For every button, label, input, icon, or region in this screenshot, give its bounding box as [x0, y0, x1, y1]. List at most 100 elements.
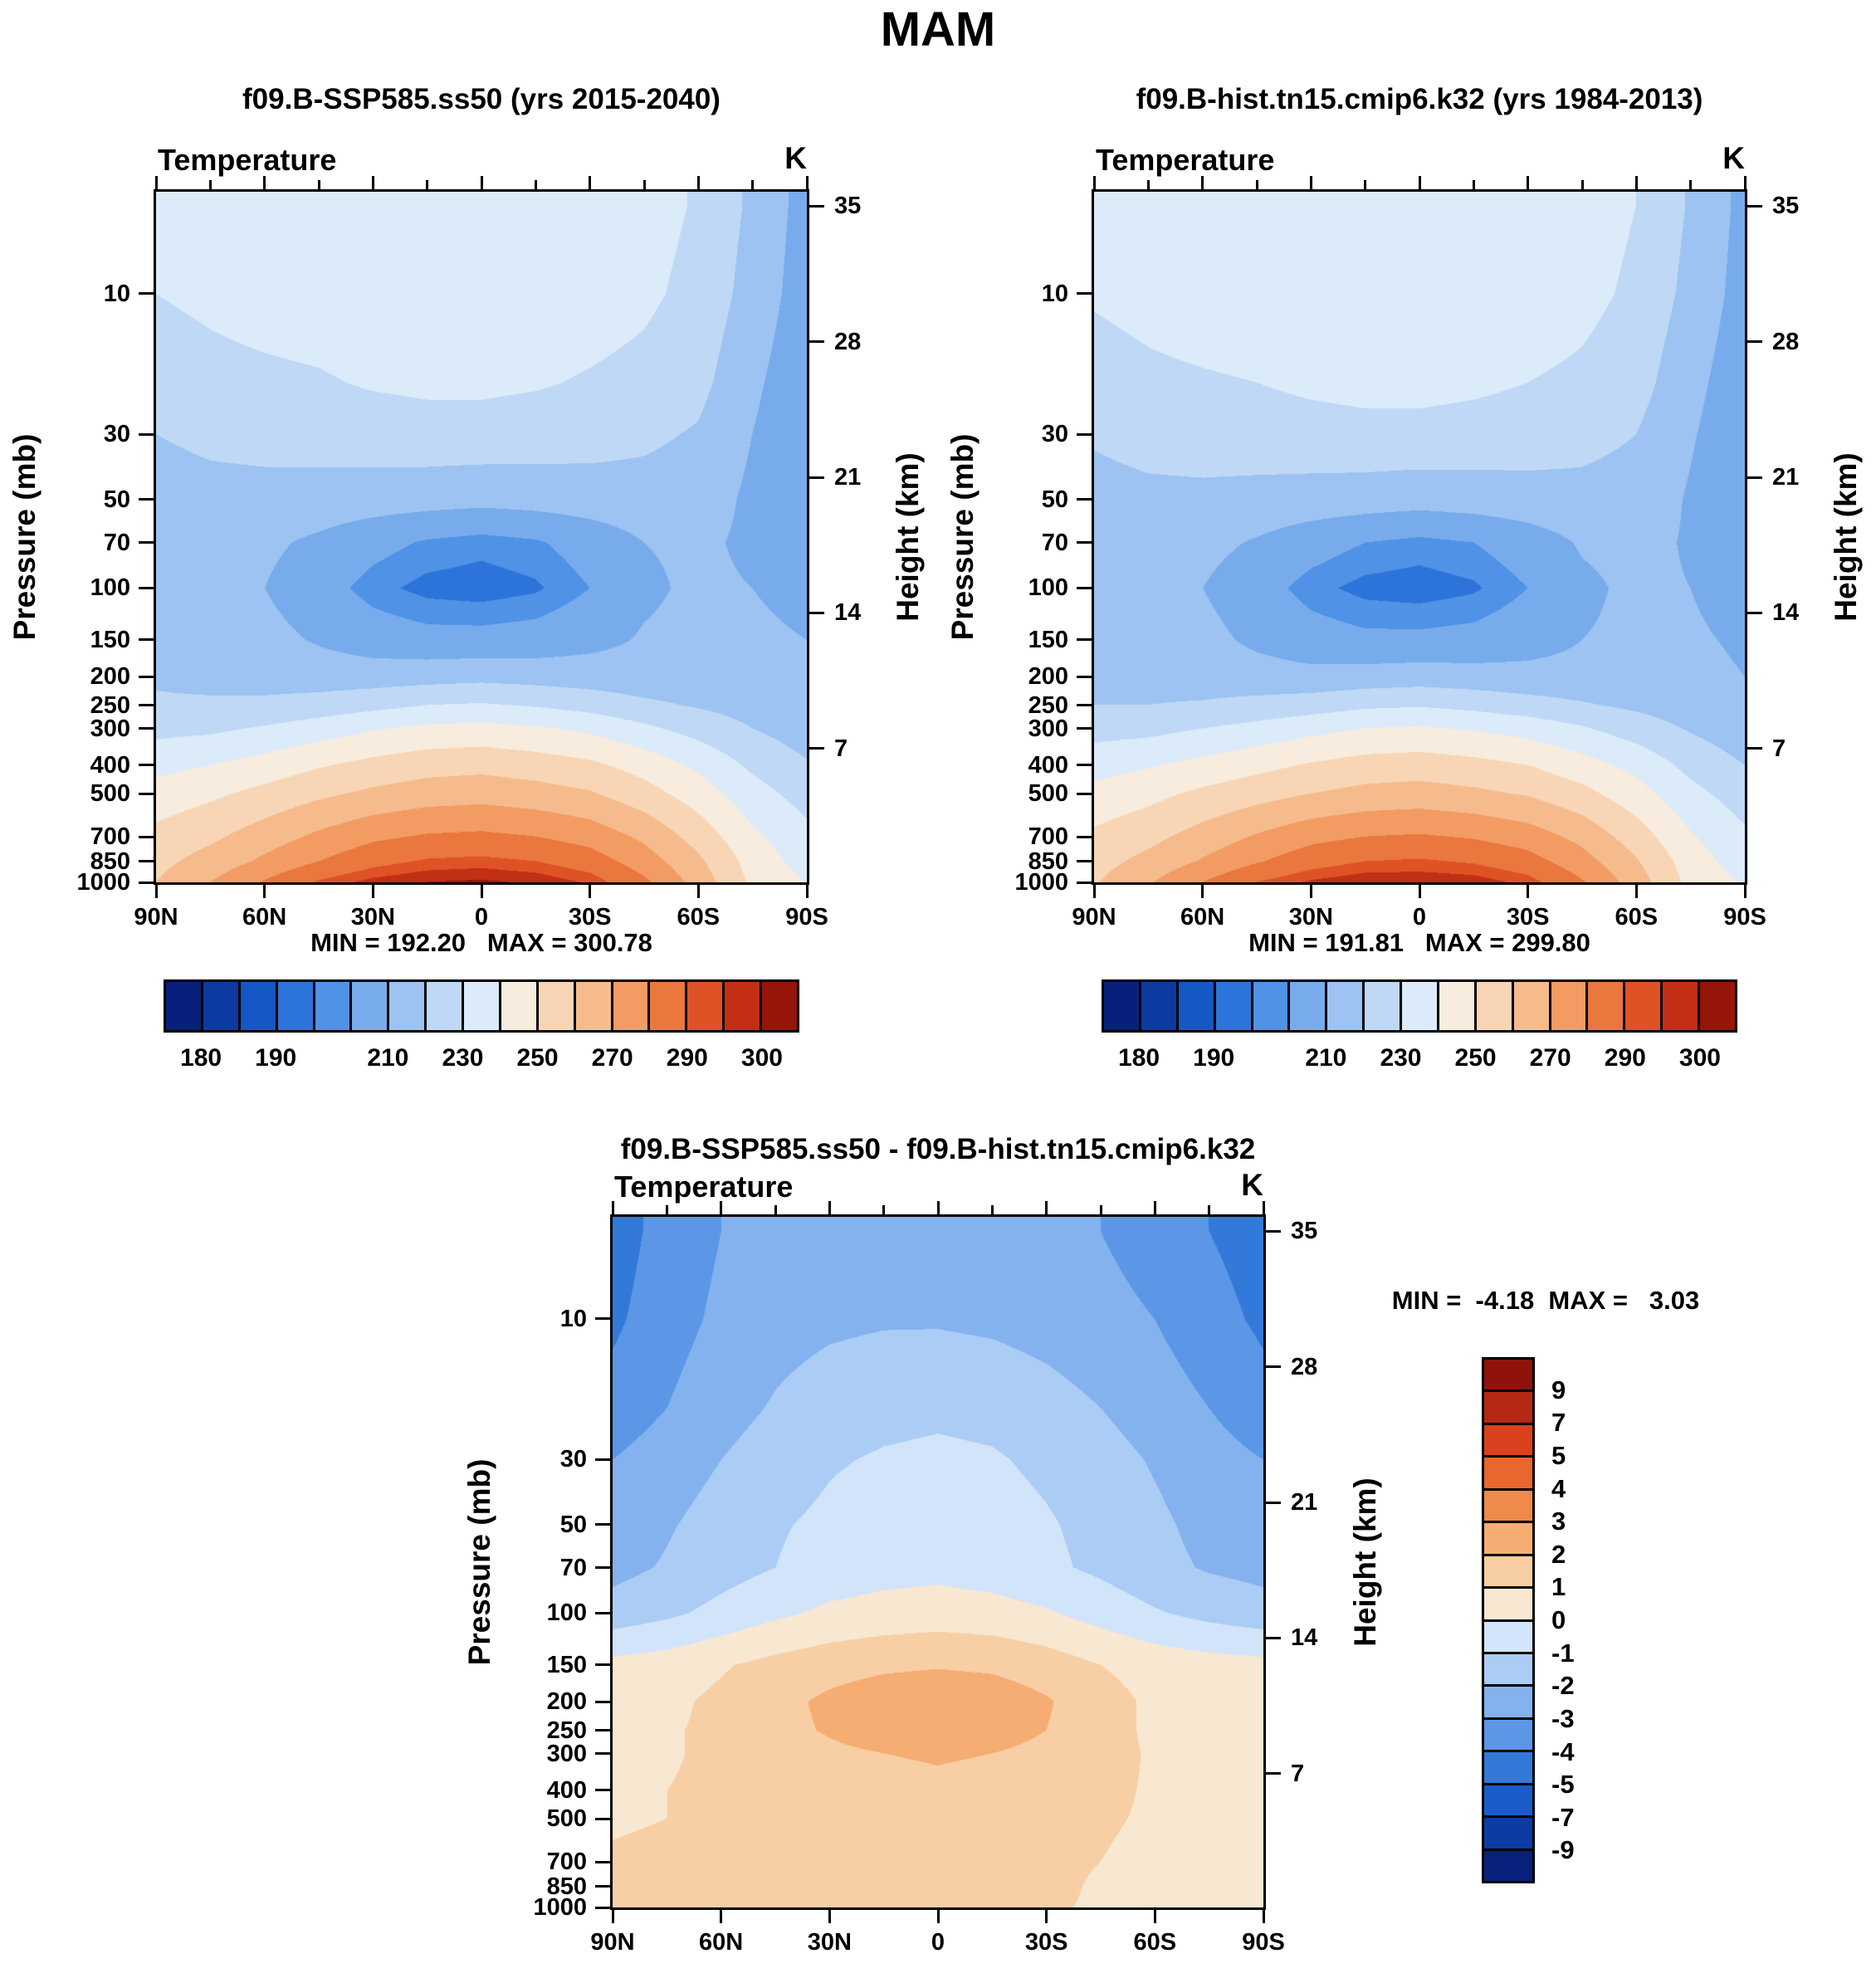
- colorbar-cell: [1365, 982, 1402, 1030]
- latitude-tick-mark: [1309, 176, 1312, 189]
- colorbar-cell: [1141, 982, 1179, 1030]
- pressure-tick-mark: [1077, 675, 1092, 678]
- latitude-tick-mark: [154, 176, 158, 189]
- colorbar-tick-label: 180: [1118, 1044, 1160, 1072]
- difference-contour-canvas: [613, 1217, 1263, 1907]
- colorbar-cell: [650, 982, 688, 1030]
- latitude-tick-mark: [1418, 885, 1421, 898]
- temperature-contour-canvas: [156, 192, 807, 882]
- latitude-tick-mark: [936, 1201, 940, 1214]
- height-tick-label: 28: [834, 328, 862, 355]
- pressure-tick-label: 400: [1028, 751, 1068, 779]
- pressure-tick-mark: [139, 764, 154, 767]
- contour-plot: [1092, 189, 1747, 885]
- latitude-tick-mark: [1634, 176, 1638, 189]
- colorbar-cell: [1327, 982, 1365, 1030]
- latitude-tick-mark: [1527, 176, 1530, 189]
- latitude-tick-mark: [720, 1201, 723, 1214]
- colorbar-tick-label: 250: [516, 1044, 559, 1072]
- latitude-minor-tick-mark: [534, 180, 537, 189]
- colorbar-tick-label: -2: [1551, 1671, 1575, 1701]
- height-tick-label: 21: [834, 464, 862, 491]
- latitude-tick-mark: [611, 1910, 614, 1923]
- pressure-tick-label: 1000: [76, 869, 130, 896]
- pressure-tick-mark: [1077, 638, 1092, 642]
- pressure-tick-label: 100: [1028, 574, 1068, 602]
- pressure-tick-label: 300: [1028, 715, 1068, 742]
- colorbar-tick-label: 230: [442, 1044, 484, 1072]
- colorbar: [164, 979, 799, 1033]
- panel-title: f09.B-hist.tn15.cmip6.k32 (yrs 1984-2013…: [1136, 83, 1703, 115]
- height-tick-label: 14: [834, 599, 862, 627]
- latitude-tick-label: 30N: [1288, 904, 1333, 930]
- height-tick-mark: [1266, 1229, 1281, 1233]
- panel-historical: f09.B-hist.tn15.cmip6.k32 (yrs 1984-2013…: [938, 65, 1876, 1116]
- pressure-tick-mark: [1077, 432, 1092, 436]
- latitude-tick-mark: [1743, 176, 1747, 189]
- pressure-tick-mark: [595, 1906, 610, 1909]
- colorbar-tick-label: 210: [1305, 1044, 1347, 1072]
- pressure-tick-label: 70: [1041, 529, 1068, 556]
- colorbar-cell: [1551, 982, 1589, 1030]
- latitude-minor-tick-mark: [208, 180, 212, 189]
- field-label: Temperature: [158, 143, 337, 177]
- pressure-tick-label: 700: [546, 1849, 587, 1876]
- colorbar-cell: [1588, 982, 1626, 1030]
- contour-plot: [154, 189, 809, 885]
- latitude-tick-mark: [696, 176, 700, 189]
- height-tick-label: 7: [834, 735, 848, 762]
- colorbar-cell: [1253, 982, 1291, 1030]
- height-tick-label: 14: [1772, 599, 1800, 627]
- pressure-tick-label: 850: [1028, 847, 1068, 875]
- pressure-tick-label: 850: [546, 1873, 587, 1900]
- latitude-tick-mark: [263, 176, 266, 189]
- latitude-tick-mark: [1201, 885, 1204, 898]
- latitude-minor-tick-mark: [426, 180, 429, 189]
- pressure-tick-mark: [139, 586, 154, 589]
- pressure-tick-label: 70: [559, 1554, 587, 1581]
- pressure-tick-label: 70: [103, 529, 130, 556]
- pressure-tick-mark: [139, 498, 154, 501]
- pressure-tick-mark: [595, 1317, 610, 1321]
- panel-difference: f09.B-SSP585.ss50 - f09.B-hist.tn15.cmip…: [0, 1116, 1876, 1978]
- latitude-tick-label: 60S: [677, 904, 721, 930]
- latitude-tick-mark: [480, 176, 483, 189]
- latitude-tick-mark: [1527, 885, 1530, 898]
- height-tick-mark: [1747, 611, 1762, 614]
- pressure-tick-mark: [139, 541, 154, 545]
- height-tick-mark: [809, 204, 824, 208]
- pressure-tick-mark: [595, 1885, 610, 1888]
- minmax-label: MIN = -4.18 MAX = 3.03: [1391, 1286, 1700, 1315]
- colorbar-tick-label: 180: [180, 1044, 222, 1072]
- pressure-tick-mark: [1077, 835, 1092, 838]
- pressure-tick-label: 30: [1041, 421, 1068, 448]
- latitude-tick-label: 60S: [1615, 904, 1659, 930]
- colorbar-tick-label: 9: [1551, 1375, 1566, 1404]
- pressure-tick-label: 400: [546, 1776, 587, 1804]
- colorbar-cell: [1484, 1556, 1532, 1590]
- colorbar-cell: [1484, 1752, 1532, 1785]
- latitude-tick-label: 0: [1412, 904, 1427, 930]
- colorbar-tick-label: -4: [1551, 1736, 1575, 1766]
- panel-title: f09.B-SSP585.ss50 (yrs 2015-2040): [242, 83, 721, 115]
- pressure-tick-mark: [139, 675, 154, 678]
- pressure-tick-mark: [139, 292, 154, 295]
- colorbar-cell: [1484, 1621, 1532, 1654]
- colorbar-cell: [1484, 1818, 1532, 1851]
- colorbar-tick-label: 300: [740, 1044, 783, 1072]
- colorbar-cell: [1402, 982, 1439, 1030]
- latitude-tick-mark: [589, 885, 592, 898]
- height-tick-mark: [809, 611, 824, 614]
- height-tick-mark: [809, 476, 824, 479]
- latitude-tick-mark: [1309, 885, 1312, 898]
- latitude-tick-label: 30N: [807, 1929, 852, 1956]
- height-tick-mark: [1266, 1772, 1281, 1775]
- latitude-tick-label: 90S: [1242, 1929, 1285, 1956]
- pressure-tick-label: 850: [90, 847, 130, 875]
- colorbar-cell: [501, 982, 539, 1030]
- colorbar-tick-label: 2: [1551, 1539, 1566, 1569]
- pressure-tick-label: 30: [559, 1446, 587, 1473]
- pressure-tick-label: 100: [546, 1599, 587, 1627]
- colorbar-cell: [1476, 982, 1514, 1030]
- pressure-tick-label: 1000: [533, 1894, 587, 1921]
